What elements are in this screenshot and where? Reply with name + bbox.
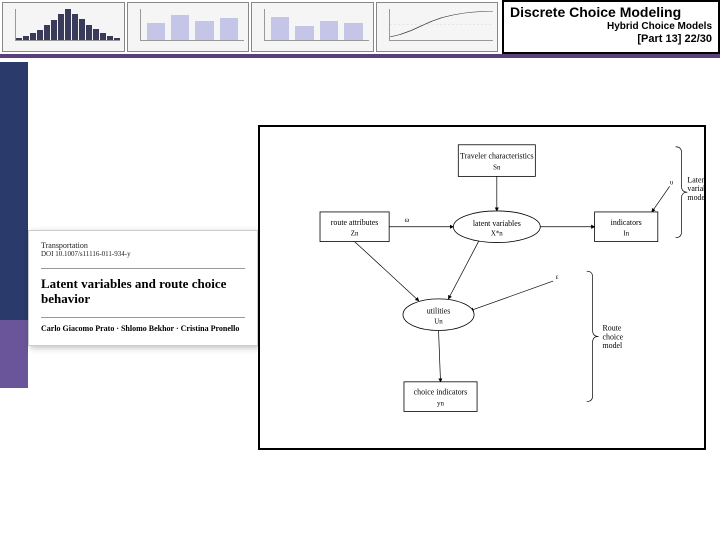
svg-text:ε: ε xyxy=(556,274,559,281)
svg-text:model: model xyxy=(602,341,623,350)
paper-authors: Carlo Giacomo Prato · Shlomo Bekhor · Cr… xyxy=(41,324,245,333)
slide-header: Discrete Choice Modeling Hybrid Choice M… xyxy=(0,0,720,58)
svg-text:yn: yn xyxy=(437,401,444,408)
slide-number: [Part 13] 22/30 xyxy=(510,33,712,45)
course-subtitle: Hybrid Choice Models xyxy=(510,21,712,32)
model-diagram: ω υ ε Traveler characteristics Sn route attri… xyxy=(258,125,706,450)
svg-text:Zn: Zn xyxy=(351,231,359,238)
svg-text:Traveler characteristics: Traveler characteristics xyxy=(460,152,534,161)
svg-text:variable: variable xyxy=(687,184,704,193)
mini-chart-4 xyxy=(376,2,499,52)
svg-text:υ: υ xyxy=(670,179,674,186)
svg-text:choice: choice xyxy=(602,332,623,341)
svg-text:choice indicators: choice indicators xyxy=(414,388,468,397)
paper-journal: Transportation xyxy=(41,241,245,250)
svg-text:Un: Un xyxy=(434,319,443,326)
paper-title: Latent variables and route choice behavi… xyxy=(41,277,245,307)
mini-chart-3 xyxy=(251,2,374,52)
svg-text:route attributes: route attributes xyxy=(331,218,379,227)
sidebar-purple xyxy=(0,320,28,388)
sidebar-dark xyxy=(0,62,28,320)
svg-text:ω: ω xyxy=(405,217,410,224)
svg-text:Route: Route xyxy=(602,323,621,332)
mini-chart-2 xyxy=(127,2,250,52)
svg-text:indicators: indicators xyxy=(611,218,642,227)
mini-chart-1 xyxy=(2,2,125,52)
course-title: Discrete Choice Modeling xyxy=(510,4,712,20)
svg-text:model: model xyxy=(687,193,704,202)
svg-text:In: In xyxy=(623,231,629,238)
paper-citation: Transportation DOI 10.1007/s11116-011-93… xyxy=(28,230,258,346)
svg-text:latent variables: latent variables xyxy=(473,219,521,228)
svg-text:Sn: Sn xyxy=(493,164,501,171)
svg-text:Latent: Latent xyxy=(687,175,704,184)
header-title-box: Discrete Choice Modeling Hybrid Choice M… xyxy=(502,0,720,54)
header-mini-charts xyxy=(0,0,500,54)
svg-text:X*n: X*n xyxy=(491,231,503,238)
svg-text:utilities: utilities xyxy=(427,307,451,316)
paper-doi: DOI 10.1007/s11116-011-934-y xyxy=(41,250,245,258)
